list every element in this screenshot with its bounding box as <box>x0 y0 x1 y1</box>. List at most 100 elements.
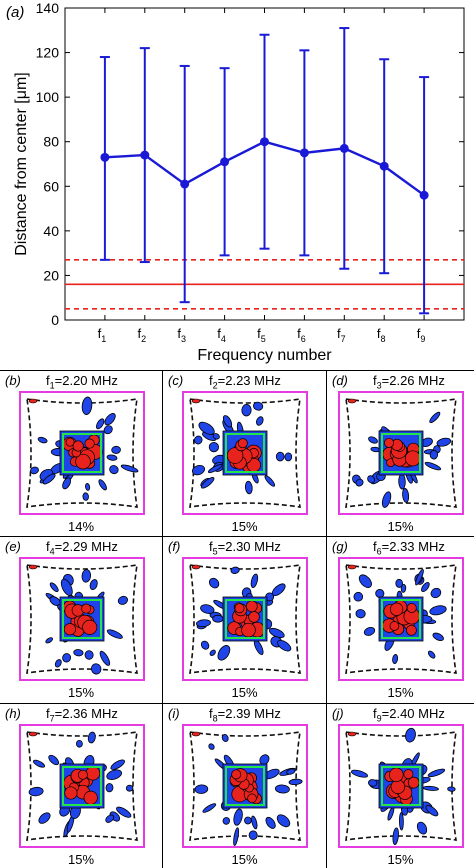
red-particle <box>403 769 414 780</box>
blue-particle-cluster <box>367 475 376 484</box>
blue-particle-cluster <box>200 640 210 650</box>
red-particle <box>347 398 357 404</box>
dashed-boundary <box>26 564 138 674</box>
red-particle <box>245 600 258 613</box>
percentage-label: 15% <box>387 519 414 534</box>
blue-particle-cluster <box>277 639 292 652</box>
particle-distribution-image <box>19 724 145 848</box>
blue-particle-cluster <box>98 479 107 491</box>
blue-particle-cluster <box>104 413 116 426</box>
plot-area: 0 20 40 60 80 100 120 140 f1 f2 f3 f4 f5 f6 f7 f8 f9 <box>36 0 465 344</box>
green-square <box>62 433 102 473</box>
panel-label: (i) <box>168 706 180 721</box>
panel-label: (e) <box>5 539 21 554</box>
blue-particle-cluster <box>116 806 132 818</box>
blue-particle-cluster <box>120 464 139 473</box>
red-particle <box>389 767 404 783</box>
y-tick-label: 100 <box>36 89 60 105</box>
blue-particle-cluster <box>28 786 44 797</box>
blue-particle-cluster <box>84 650 94 660</box>
y-tick-label: 40 <box>43 223 59 239</box>
red-particle <box>77 769 88 780</box>
blue-particle-cluster <box>421 581 430 593</box>
blue-particle-cluster <box>405 727 416 743</box>
blue-particle-cluster <box>363 626 376 636</box>
blue-particle-cluster <box>392 827 399 845</box>
blue-particle-cluster <box>191 464 206 476</box>
blue-particle-cluster <box>230 566 240 574</box>
red-particle <box>389 602 404 616</box>
blue-particle-cluster <box>398 812 404 831</box>
dashed-boundary <box>189 564 301 674</box>
panel-label-a: (a) <box>6 4 24 21</box>
blue-particle-cluster <box>62 653 72 663</box>
blue-particle-cluster <box>81 396 93 415</box>
panel-label: (b) <box>5 373 21 388</box>
dashed-boundary <box>345 564 457 674</box>
blue-particle-cluster <box>105 814 115 823</box>
red-particle <box>248 611 260 623</box>
red-particle <box>347 564 357 570</box>
red-particle <box>28 564 38 570</box>
dashed-boundary <box>26 731 138 841</box>
red-particle <box>390 779 406 795</box>
red-particle <box>191 564 201 570</box>
percentage-label: 14% <box>67 519 95 534</box>
blue-particle-cluster <box>221 734 229 742</box>
red-particle <box>241 622 256 638</box>
blue-particle-cluster <box>200 604 215 614</box>
data-point <box>100 152 110 162</box>
blue-particle-cluster <box>381 491 392 508</box>
blue-particle-cluster <box>209 649 216 656</box>
blue-particle-cluster <box>286 768 296 775</box>
blue-particle-cluster <box>82 492 89 501</box>
red-particle <box>28 731 38 737</box>
blue-particle-cluster <box>436 437 452 447</box>
blue-particle-cluster <box>95 418 105 430</box>
green-square <box>225 433 265 473</box>
frequency-label: f2=2.23 MHz <box>209 373 281 391</box>
red-particle <box>406 624 417 636</box>
frequency-label: f3=2.26 MHz <box>373 373 445 391</box>
blue-particle-cluster <box>288 778 303 786</box>
frequency-label: f7=2.36 MHz <box>46 706 118 724</box>
blue-particle-cluster <box>85 483 91 491</box>
blue-particle-cluster <box>427 768 446 778</box>
blue-particle-cluster <box>241 404 252 417</box>
red-particle <box>84 438 95 449</box>
red-particle <box>72 440 84 452</box>
blue-particle-cluster <box>402 488 410 503</box>
blue-particle-cluster <box>395 578 404 588</box>
panel-label: (h) <box>5 706 21 721</box>
x-tick-label: f6 <box>297 326 306 344</box>
blue-particle-cluster <box>87 731 96 744</box>
blue-particle-cluster <box>106 454 118 461</box>
blue-particle-cluster <box>201 477 215 489</box>
blue-particle-cluster <box>62 477 72 490</box>
green-square <box>381 433 421 473</box>
blue-particle-cluster <box>212 614 224 623</box>
blue-particle-cluster <box>250 573 259 589</box>
x-tick-label: f9 <box>417 326 426 344</box>
x-axis-label: Frequency number <box>197 347 332 364</box>
y-tick-label: 80 <box>43 134 59 150</box>
red-particle <box>28 398 38 404</box>
dashed-boundary <box>189 731 301 841</box>
panel-d: (d) f3=2.26 MHz 15% <box>327 370 474 537</box>
blue-particle-cluster <box>103 425 113 435</box>
blue-particle-cluster <box>54 659 62 668</box>
green-square <box>225 766 265 806</box>
blue-particle-cluster <box>425 805 439 817</box>
blue-particle-cluster <box>90 663 102 675</box>
red-particle <box>85 765 101 781</box>
y-tick-label: 0 <box>51 312 59 328</box>
percentage-label: 15% <box>231 519 258 534</box>
blue-particle-cluster <box>117 595 128 605</box>
blue-particle-cluster <box>416 821 428 835</box>
blue-particle-cluster <box>196 619 211 628</box>
blue-particle-cluster <box>222 817 231 825</box>
panel-label: (c) <box>168 373 184 388</box>
blue-particle-cluster <box>49 582 59 593</box>
particle-distribution-image <box>19 557 145 681</box>
red-particle <box>64 786 78 800</box>
